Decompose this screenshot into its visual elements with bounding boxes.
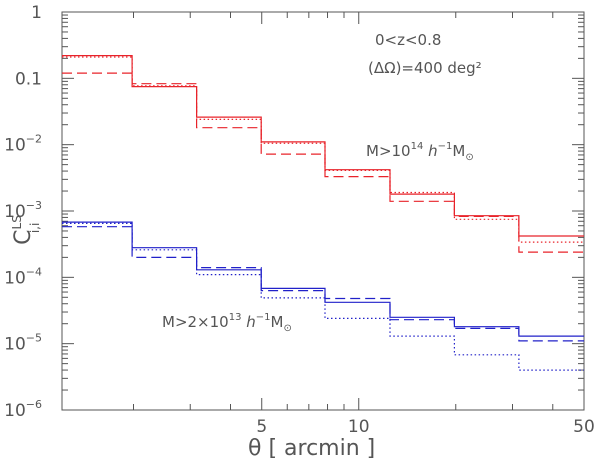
- y-tick-label: 10−6: [4, 398, 42, 421]
- low-mass-label: M>2×1013 h−1M⊙: [162, 312, 292, 334]
- series-low-mass-solid: [62, 221, 584, 337]
- x-tick-label: 5: [256, 417, 267, 437]
- area-annotation: (ΔΩ)=400 deg²: [368, 59, 482, 77]
- series-high-mass-dashed: [62, 72, 584, 253]
- plot-frame: [61, 11, 585, 411]
- y-axis-label-base: C: [11, 229, 36, 244]
- x-tick-label: 10: [348, 417, 370, 437]
- y-axis-label: CLS i,i: [10, 215, 42, 245]
- y-tick-label: 0.1: [15, 69, 42, 89]
- series-low-mass-dotted: [62, 222, 584, 371]
- series-high-mass-dotted: [62, 56, 584, 243]
- y-tick-label: 10−4: [4, 265, 42, 288]
- x-axis-label: θ [ arcmin ]: [248, 436, 375, 461]
- y-tick-labels: 1 0.1 10−2 10−3 10−4 10−5 10−6: [4, 3, 42, 421]
- y-tick-label: 10−5: [4, 332, 42, 355]
- y-tick-label: 1: [31, 3, 42, 23]
- y-tick-label: 10−2: [4, 133, 42, 156]
- series-group: [62, 55, 584, 371]
- x-tick-labels: 5 10 50: [256, 417, 594, 437]
- y-axis-label-sub: i,i: [28, 223, 42, 233]
- y-axis-label-sup: LS: [10, 215, 24, 229]
- high-mass-label: M>1014 h−1M⊙: [366, 141, 474, 163]
- redshift-annotation: 0<z<0.8: [375, 31, 441, 49]
- axis-ticks: [62, 11, 585, 411]
- series-high-mass-solid: [62, 55, 584, 237]
- x-tick-label: 50: [573, 417, 595, 437]
- y-tick-label: 10−3: [4, 199, 42, 222]
- series-low-mass-dashed: [62, 226, 584, 342]
